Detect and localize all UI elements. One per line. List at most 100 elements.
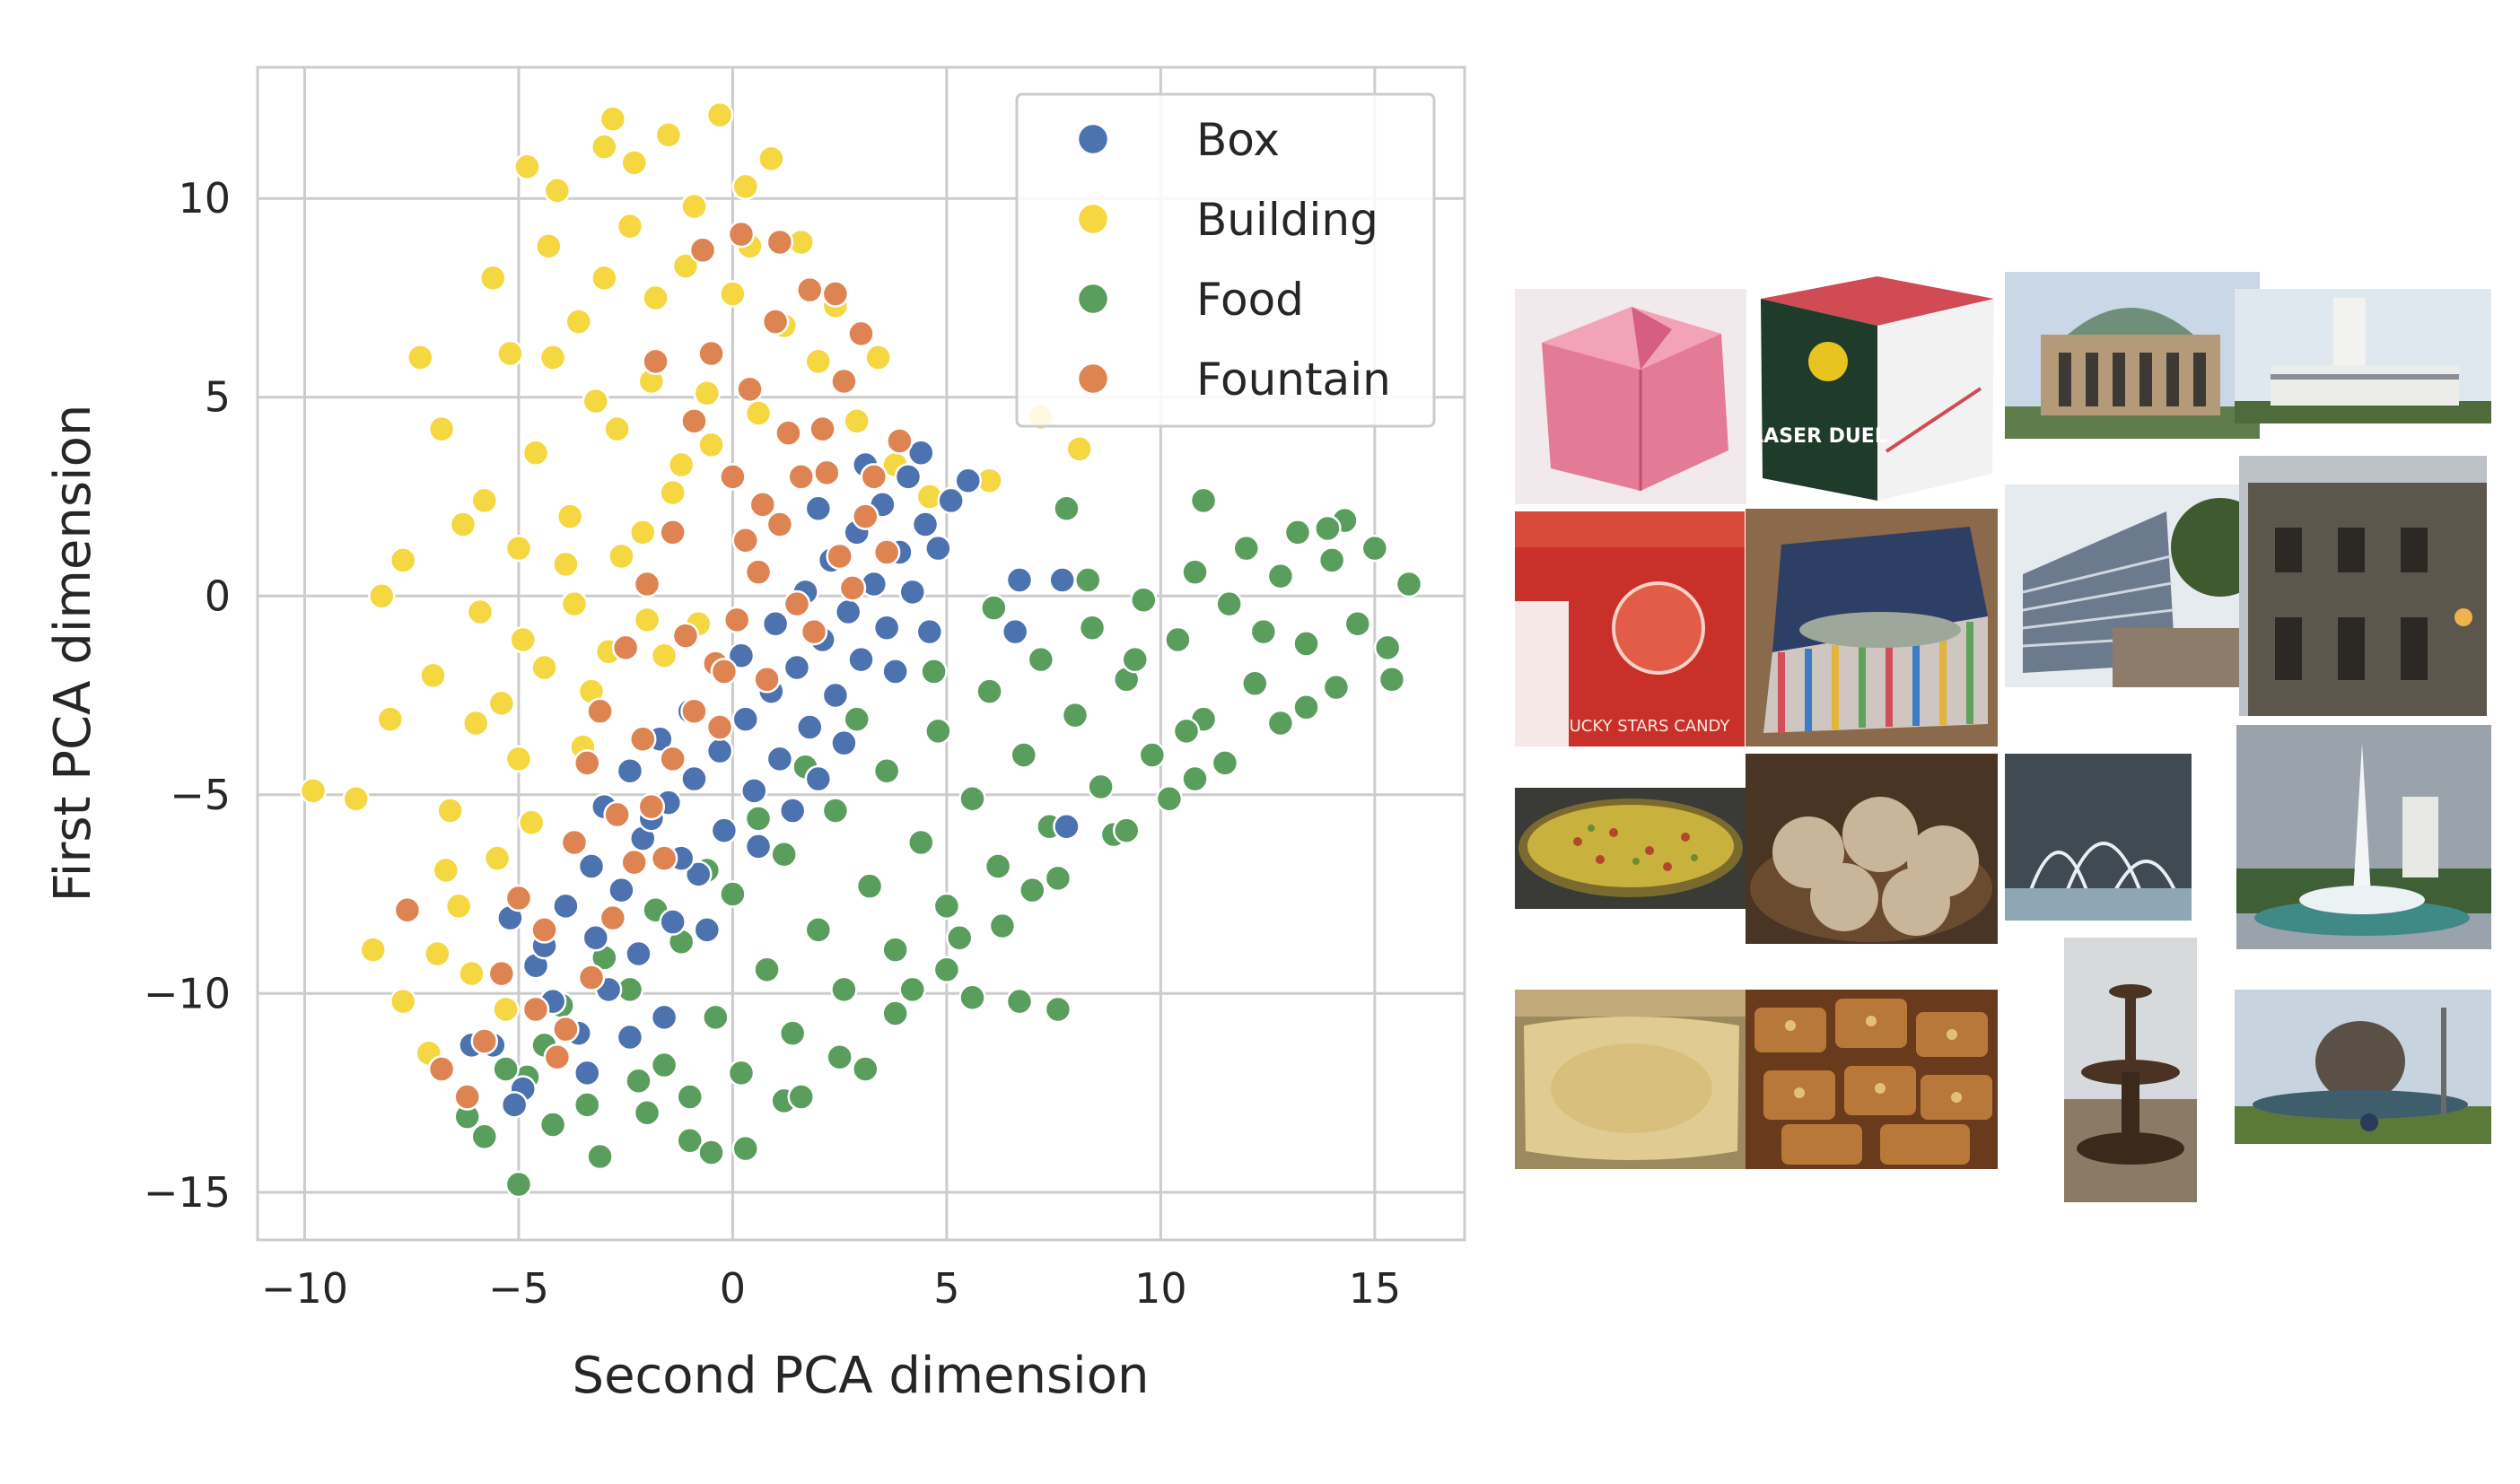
point-fountain [826, 542, 853, 571]
point-food [1005, 987, 1034, 1016]
point-fountain [680, 407, 708, 435]
point-food [1172, 717, 1201, 746]
point-building [693, 380, 722, 407]
thumb-fountain-splash [2005, 754, 2192, 921]
point-box [616, 1023, 644, 1052]
point-fountain [719, 463, 747, 491]
x-tick-label: 5 [933, 1264, 959, 1313]
legend-label-box: Box [1196, 114, 1280, 166]
point-fountain [860, 463, 888, 491]
point-food [719, 880, 747, 908]
point-food [1019, 876, 1046, 904]
point-building [530, 653, 558, 682]
point-fountain [852, 502, 879, 530]
point-fountain [688, 236, 717, 265]
point-building [697, 431, 725, 459]
point-food [855, 872, 884, 900]
point-building [389, 987, 417, 1016]
laser-duel-text: LASER DUEL [1752, 425, 1887, 448]
point-box [761, 610, 790, 638]
point-food [945, 924, 974, 952]
point-box [744, 833, 773, 860]
thumb-fountain-tiered [2064, 938, 2197, 1202]
point-building [535, 232, 563, 260]
point-building [496, 339, 524, 368]
point-fountain [847, 319, 875, 348]
x-tick-label: 10 [1134, 1264, 1187, 1313]
point-building [427, 415, 456, 443]
point-fountain [710, 658, 739, 685]
point-building [487, 689, 516, 718]
point-food [586, 1142, 614, 1171]
point-food [1361, 534, 1389, 563]
point-food [676, 1083, 704, 1111]
point-food [573, 1091, 601, 1119]
point-fountain [787, 463, 815, 491]
point-building [466, 598, 494, 626]
thumb-fountain-frog-sculpture [2235, 990, 2491, 1144]
point-food [1292, 630, 1320, 658]
point-building [629, 519, 657, 546]
point-box [1001, 617, 1029, 646]
point-building [432, 856, 460, 885]
point-box [872, 614, 901, 642]
point-fountain [453, 1083, 481, 1111]
point-fountain [744, 558, 773, 586]
x-tick-label: −5 [488, 1264, 549, 1313]
point-food [1112, 816, 1141, 844]
data-points [299, 100, 1423, 1199]
point-fountain [577, 964, 606, 991]
point-building [504, 745, 533, 773]
point-box [778, 797, 807, 825]
point-fountain [543, 1043, 572, 1071]
point-food [1343, 610, 1372, 638]
point-building [543, 177, 572, 205]
point-food [1211, 749, 1239, 777]
point-food [1292, 694, 1320, 721]
point-food [1181, 764, 1209, 793]
point-food [470, 1122, 499, 1151]
point-food [1121, 645, 1149, 674]
y-tick-label: 10 [178, 174, 231, 223]
point-food [650, 1051, 678, 1079]
thumb-food-ravioli [1515, 990, 1746, 1169]
point-food [1378, 666, 1406, 694]
point-building [483, 844, 512, 872]
point-building [616, 212, 644, 240]
legend-marker-box [1076, 122, 1110, 156]
point-box [783, 653, 811, 682]
point-building [620, 149, 648, 177]
point-food [1078, 614, 1107, 642]
point-building [470, 486, 499, 515]
thumb-building-old-stone [2239, 456, 2487, 716]
point-building [342, 784, 370, 813]
point-building [667, 450, 696, 479]
point-fountain [611, 633, 640, 662]
point-food [1322, 673, 1351, 702]
point-box [608, 876, 635, 904]
point-building [654, 121, 683, 149]
point-fountain [766, 511, 794, 538]
legend-marker-building [1076, 202, 1110, 236]
thumb-box-laser-duel: LASER DUEL [1752, 272, 1998, 507]
point-food [843, 705, 871, 733]
point-fountain [821, 280, 850, 308]
point-food [1395, 570, 1423, 598]
point-food [1249, 617, 1278, 646]
point-food [980, 594, 1008, 622]
point-fountain [727, 220, 756, 249]
point-fountain [629, 725, 657, 754]
point-building [461, 709, 490, 738]
point-building [368, 582, 396, 610]
point-box [804, 494, 833, 523]
point-box [924, 534, 952, 563]
legend-items: Box Building Food Fountain [1076, 114, 1391, 406]
point-food [1044, 995, 1072, 1024]
legend-marker-food [1076, 282, 1110, 316]
point-building [591, 133, 618, 161]
point-fountain [530, 916, 558, 944]
point-food [1266, 562, 1295, 590]
point-box [915, 617, 944, 646]
point-food [804, 916, 833, 944]
point-food [702, 1003, 730, 1032]
